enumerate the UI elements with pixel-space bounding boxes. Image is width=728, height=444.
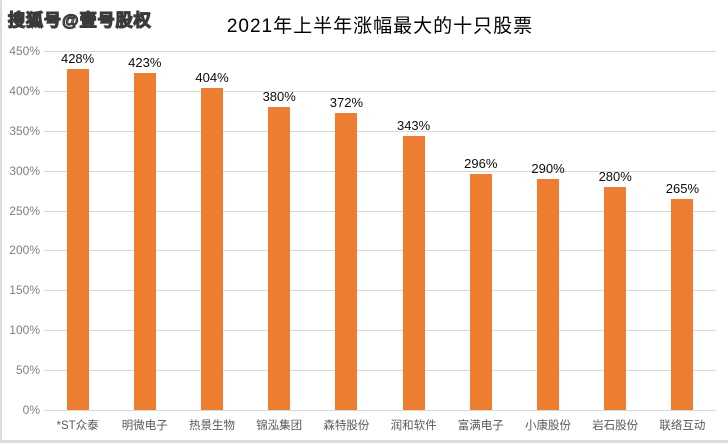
gridline [44, 370, 716, 372]
category-label: 联络互动 [659, 420, 706, 432]
category-label: 明微电子 [121, 420, 168, 432]
y-tick-label: 450% [9, 44, 40, 58]
category-label: 润和软件 [390, 420, 437, 432]
y-tick-label: 400% [9, 83, 40, 98]
category-label: 锦泓集团 [256, 420, 303, 432]
bar-value-label: 290% [531, 160, 565, 176]
y-tick-label: 150% [9, 283, 40, 298]
bar-热景生物 [201, 87, 223, 410]
bar-value-label: 265% [665, 180, 700, 196]
gridline [44, 410, 716, 411]
y-tick-label: 300% [9, 163, 40, 178]
bar-chart-plot-area: 428% 423% 404% 380% 372% 343% 296% 290% 280% 265% [44, 50, 716, 411]
gridline [44, 170, 716, 172]
bar-value-label: 296% [464, 155, 498, 171]
bar-岩石股份 [604, 186, 627, 410]
gridline [44, 330, 716, 332]
gridline [44, 51, 716, 52]
bar-联络互动 [671, 198, 694, 410]
category-label: 小康股份 [525, 420, 571, 432]
bar-富满电子 [469, 173, 492, 410]
bar-value-label: 428% [60, 50, 95, 66]
bar-value-label: 404% [195, 69, 229, 85]
bar-锦泓集团 [268, 106, 291, 410]
y-tick-label: 0% [22, 403, 40, 417]
sohu-watermark: 搜狐号@壹号股权 [7, 10, 152, 30]
bar-value-label: 380% [262, 88, 296, 104]
y-axis: 0% 50% 100% 150% 200% 250% 300% 350% 400% 450% [0, 44, 40, 417]
category-label: *ST众泰 [56, 420, 99, 432]
y-tick-label: 350% [9, 123, 40, 138]
category-label: 岩石股份 [592, 420, 639, 432]
bar-润和软件 [402, 136, 425, 410]
bar-value-label: 280% [598, 168, 632, 184]
category-label: 森特股份 [323, 420, 370, 432]
gridline [44, 250, 716, 252]
bar-value-label: 372% [329, 95, 364, 111]
bar-明微电子 [133, 72, 156, 410]
gridline [44, 130, 716, 132]
gridline [44, 210, 716, 212]
bar-value-label: 343% [396, 118, 431, 134]
category-label: 热景生物 [189, 420, 235, 432]
bar-value-label: 423% [128, 54, 162, 70]
bar-森特股份 [335, 113, 358, 410]
chart-title: 2021年上半年涨幅最大的十只股票 [226, 16, 534, 37]
gridline [44, 90, 716, 92]
y-tick-label: 100% [9, 323, 40, 338]
y-tick-label: 50% [15, 363, 40, 378]
gridline [44, 290, 716, 292]
y-tick-label: 250% [9, 203, 40, 218]
y-tick-label: 200% [9, 243, 40, 258]
category-label: 富满电子 [457, 420, 504, 432]
bar-小康股份 [537, 178, 559, 410]
bar-*ST众泰 [66, 68, 89, 410]
